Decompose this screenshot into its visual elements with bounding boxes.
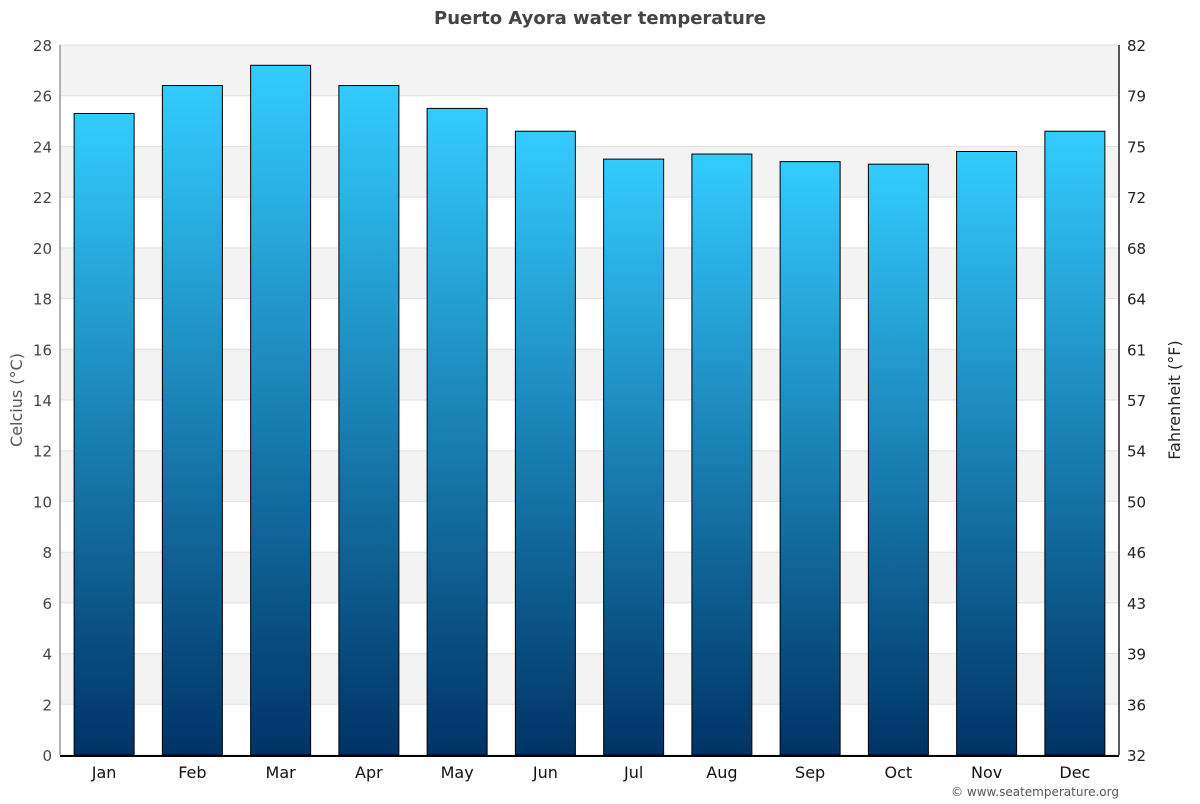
bar-nov [956, 151, 1018, 756]
x-tick-label: Oct [885, 763, 913, 782]
bar-sep [779, 161, 841, 756]
grid-band [60, 247, 1119, 299]
x-tick-label: Jun [532, 763, 558, 782]
bar-apr [338, 85, 400, 756]
x-tick-label: Nov [971, 763, 1002, 782]
y-tick-label-left: 22 [33, 189, 52, 207]
y-tick-label-left: 2 [42, 696, 52, 714]
x-tick-label: Jul [623, 763, 643, 782]
y-tick-label-left: 20 [33, 240, 52, 258]
x-tick-label: Sep [795, 763, 825, 782]
y-tick-label-left: 10 [33, 493, 52, 511]
y-tick-label-right: 75 [1127, 138, 1146, 156]
chart-title: Puerto Ayora water temperature [434, 8, 766, 29]
y-tick-label-right: 72 [1127, 189, 1146, 207]
y-axis-label-left: Celcius (°C) [7, 353, 26, 447]
bar-oct [867, 163, 929, 756]
y-tick-label-left: 6 [42, 595, 52, 613]
bar-dec [1044, 130, 1106, 756]
y-tick-label-right: 43 [1127, 595, 1146, 613]
y-tick-label-left: 14 [33, 392, 52, 410]
y-tick-label-left: 4 [42, 646, 52, 664]
y-axis-label-right: Fahrenheit (°F) [1165, 340, 1184, 459]
y-tick-label-right: 39 [1127, 646, 1146, 664]
y-tick-label-left: 28 [33, 37, 52, 55]
grid-band [60, 653, 1119, 705]
y-tick-label-right: 82 [1127, 37, 1146, 55]
y-tick-label-left: 18 [33, 291, 52, 309]
grid-band [60, 450, 1119, 502]
bar-jan [73, 112, 135, 756]
grid-band [60, 552, 1119, 603]
y-tick-label-left: 12 [33, 443, 52, 461]
y-tick-label-right: 61 [1127, 341, 1146, 359]
x-tick-label: Jan [91, 763, 117, 782]
y-tick-label-left: 24 [33, 138, 52, 156]
grid-band [60, 349, 1119, 400]
x-tick-label: Dec [1059, 763, 1090, 782]
y-tick-label-right: 54 [1127, 443, 1146, 461]
x-tick-label: May [441, 763, 474, 782]
y-tick-label-right: 79 [1127, 88, 1146, 106]
y-tick-label-right: 57 [1127, 392, 1146, 410]
footer-credit: © www.seatemperature.org [951, 785, 1119, 799]
y-tick-label-right: 64 [1127, 291, 1146, 309]
y-tick-label-right: 50 [1127, 493, 1146, 511]
x-tick-label: Aug [706, 763, 737, 782]
bar-mar [250, 64, 312, 756]
grid-band [60, 146, 1119, 198]
x-tick-label: Apr [355, 763, 383, 782]
y-tick-label-right: 68 [1127, 240, 1146, 258]
y-tick-label-left: 26 [33, 88, 52, 106]
y-tick-label-left: 0 [42, 747, 52, 765]
y-tick-label-right: 32 [1127, 747, 1146, 765]
x-tick-label: Mar [266, 763, 297, 782]
bar-jul [603, 158, 665, 756]
bar-aug [691, 153, 753, 756]
bar-jun [514, 130, 576, 756]
x-tick-label: Feb [178, 763, 206, 782]
y-tick-label-right: 36 [1127, 696, 1146, 714]
y-tick-label-left: 16 [33, 341, 52, 359]
bar-may [426, 107, 488, 756]
y-tick-label-right: 46 [1127, 544, 1146, 562]
grid-band [60, 45, 1119, 96]
y-tick-label-left: 8 [42, 544, 52, 562]
bar-feb [161, 85, 223, 756]
